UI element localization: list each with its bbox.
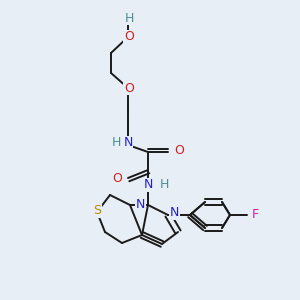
Text: O: O [112,172,122,184]
Text: N: N [170,206,179,220]
Text: F: F [252,208,259,221]
Text: N: N [136,197,145,211]
Text: O: O [124,82,134,94]
Text: H: H [124,11,134,25]
Text: H: H [160,178,169,190]
Text: N: N [123,136,133,149]
Text: H: H [112,136,121,149]
Text: S: S [93,205,101,218]
Text: N: N [143,178,153,191]
Text: O: O [174,145,184,158]
Text: O: O [124,31,134,44]
